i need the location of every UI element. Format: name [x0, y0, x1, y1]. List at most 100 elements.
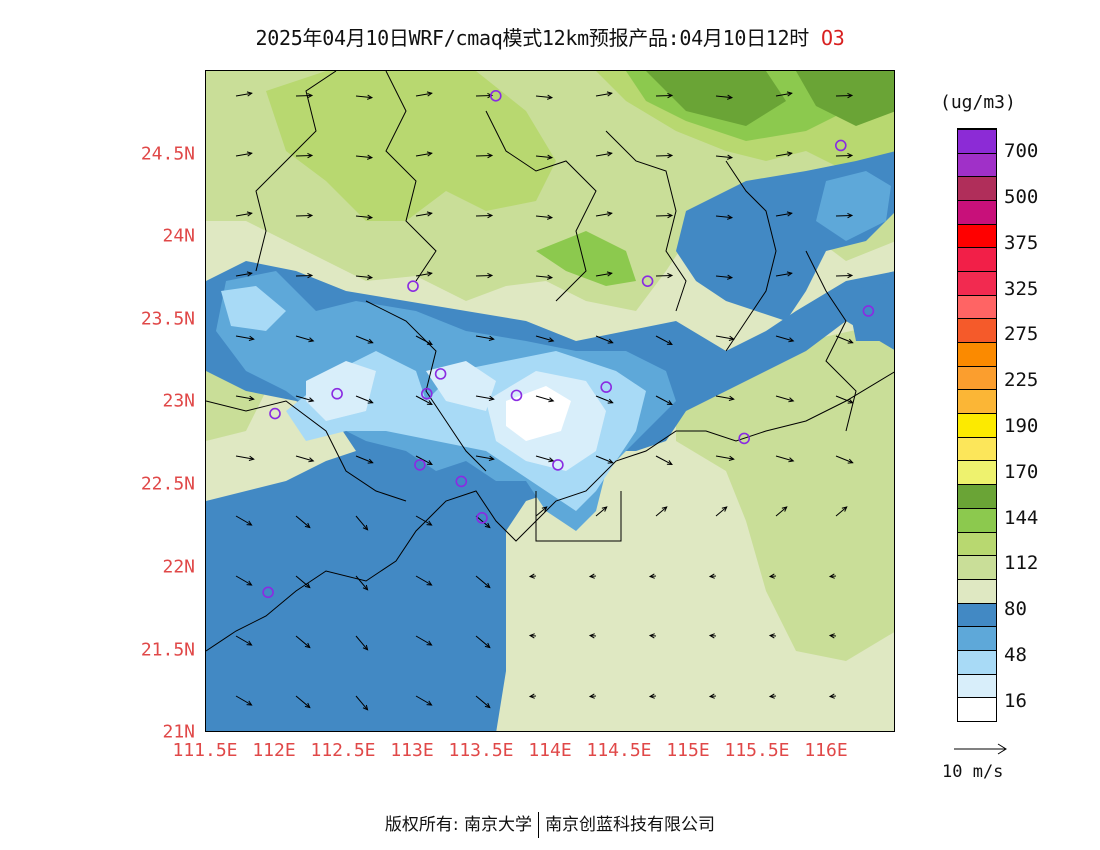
wind-arrow-head — [847, 152, 854, 159]
wind-arrow — [235, 272, 252, 277]
colorbar-segment — [958, 436, 996, 461]
wind-arrow-head — [484, 522, 491, 529]
wind-arrow-head — [484, 702, 491, 709]
contour-32-48-ne — [816, 171, 891, 241]
wind-arrow — [775, 506, 788, 517]
wind-key-arrow — [954, 743, 1007, 755]
colorbar-segment — [958, 389, 996, 414]
wind-arrow-head — [246, 580, 253, 586]
wind-arrow — [475, 94, 493, 97]
contour-112-144-east — [676, 321, 894, 661]
wind-arrow-head — [607, 458, 614, 464]
station-marker — [476, 512, 488, 524]
colorbar-tick-170: 170 — [1004, 461, 1039, 483]
colorbar-tick-144: 144 — [1004, 507, 1039, 529]
wind-arrow-head — [667, 212, 674, 219]
lat-label-21-5n: 21.5N — [140, 639, 195, 661]
colorbar-segment — [958, 673, 996, 698]
lat-label-22-5n: 22.5N — [140, 473, 195, 495]
wind-arrow — [715, 155, 732, 159]
wind-arrow — [715, 95, 732, 99]
wind-arrow-head — [661, 506, 668, 512]
wind-arrow — [235, 335, 254, 340]
wind-arrow — [835, 274, 853, 277]
lon-label-112-5e: 112.5E — [310, 740, 376, 761]
copyright-footer: 版权所有: 南京大学 南京创蓝科技有限公司 — [0, 810, 1100, 838]
wind-arrow-head — [786, 271, 793, 277]
wind-arrow — [835, 455, 853, 464]
wind-arrow — [775, 92, 792, 97]
wind-arrow-head — [484, 582, 491, 589]
colorbar-segment — [958, 626, 996, 650]
wind-arrow — [535, 395, 554, 402]
wind-arrow-head — [666, 340, 673, 345]
colorbar-segment — [958, 223, 996, 248]
lon-label-113e: 113E — [390, 740, 434, 761]
wind-arrow — [535, 155, 552, 159]
wind-arrow — [415, 395, 433, 405]
colorbar-segment — [958, 176, 996, 200]
copyright-suffix: 南京创蓝科技有限公司 — [545, 815, 716, 835]
wind-arrow-head — [721, 506, 728, 512]
wind-arrow-head — [648, 693, 655, 699]
wind-arrow-head — [362, 524, 369, 531]
wind-arrow-head — [426, 211, 433, 217]
wind-arrow-head — [606, 211, 613, 217]
wind-arrow — [535, 275, 552, 279]
wind-arrow-head — [307, 152, 314, 159]
wind-arrow-head — [426, 151, 433, 157]
wind-arrow — [835, 94, 853, 97]
station-marker — [269, 407, 281, 420]
wind-arrow — [235, 212, 252, 217]
coastlines-and-boundaries — [206, 71, 894, 652]
station-marker — [434, 368, 447, 380]
wind-arrow — [415, 272, 432, 277]
colorbar-segment — [958, 413, 996, 437]
colorbar-tick-16: 16 — [1004, 690, 1027, 712]
wind-arrow — [835, 395, 853, 404]
lon-label-114-5e: 114.5E — [586, 740, 652, 761]
wind-arrow-head — [847, 338, 854, 344]
wind-arrow-head — [307, 92, 314, 99]
wind-arrow-head — [667, 92, 674, 99]
lat-label-24n: 24N — [162, 225, 195, 247]
wind-arrow — [355, 695, 368, 711]
wind-arrow-head — [246, 271, 253, 277]
wind-arrow — [475, 695, 491, 708]
lon-label-116e: 116E — [804, 740, 848, 761]
wind-arrow-head — [588, 573, 595, 579]
wind-arrow — [235, 575, 252, 586]
wind-arrow — [355, 275, 372, 279]
wind-arrow-head — [768, 693, 775, 699]
wind-arrow — [535, 455, 554, 462]
wind-arrow — [295, 274, 313, 277]
wind-arrow — [235, 152, 252, 157]
contour-144-plus-north — [536, 231, 636, 286]
wind-arrow — [415, 635, 432, 646]
wind-arrow — [355, 395, 373, 404]
wind-arrow-head — [847, 272, 854, 279]
wind-arrow-head — [488, 395, 495, 401]
wind-arrow-head — [648, 633, 655, 639]
wind-arrow-head — [666, 400, 673, 405]
wind-arrow-head — [528, 633, 535, 639]
wind-arrow — [295, 154, 313, 157]
colorbar-tick-325: 325 — [1004, 278, 1039, 300]
station-marker — [455, 475, 468, 488]
wind-arrow-head — [488, 455, 495, 461]
wind-arrow — [715, 335, 734, 340]
wind-arrow — [295, 395, 314, 402]
wind-arrow-head — [666, 460, 673, 465]
station-marker — [738, 432, 751, 445]
wind-arrow — [475, 274, 493, 277]
lon-label-113-5e: 113.5E — [448, 740, 514, 761]
wind-arrow-head — [788, 337, 795, 343]
wind-arrow — [235, 395, 254, 400]
wind-arrow-head — [426, 460, 433, 465]
wind-arrow — [595, 152, 612, 157]
wind-arrow-head — [847, 212, 854, 219]
wind-arrow-head — [708, 573, 715, 579]
map-title: 2025年04月10日WRF/cmaq模式12km预报产品:04月10日12时 O… — [150, 22, 950, 51]
colorbar-segment — [958, 460, 996, 485]
lon-label-111-5e: 111.5E — [172, 740, 238, 761]
